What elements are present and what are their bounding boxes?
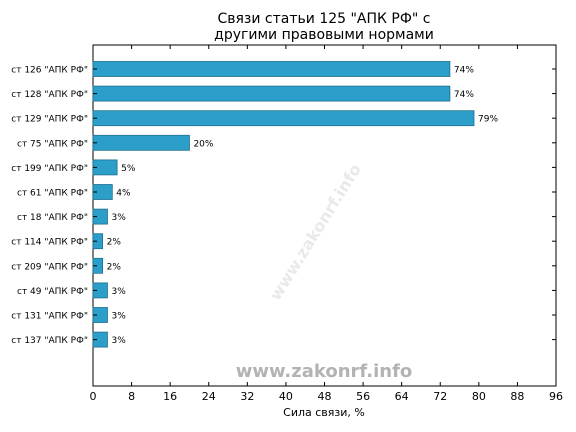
x-tick-label: 56 (356, 390, 370, 403)
x-tick-label: 80 (472, 390, 486, 403)
category-label: ст 75 "АПК РФ" (17, 139, 88, 149)
category-label: ст 131 "АПК РФ" (11, 312, 88, 322)
bar-value-label: 3% (111, 287, 126, 297)
category-label: ст 209 "АПК РФ" (11, 262, 88, 272)
category-label: ст 129 "АПК РФ" (11, 115, 88, 125)
x-tick-label: 96 (549, 390, 563, 403)
bar-value-label: 2% (107, 262, 122, 272)
category-label: ст 18 "АПК РФ" (17, 213, 88, 223)
x-axis-ticks: 0 8 16 24 32 40 48 56 64 72 80 88 96 (90, 45, 563, 403)
bar (92, 134, 190, 151)
bar-value-label: 3% (111, 213, 126, 223)
x-tick-label: 64 (395, 390, 409, 403)
bar-value-label: 74% (454, 90, 474, 100)
chart-title-line1: Связи статьи 125 "АПК РФ" с (217, 11, 430, 27)
bar-value-label: 3% (111, 336, 126, 346)
category-label: ст 128 "АПК РФ" (11, 90, 88, 100)
bar-value-label: 79% (478, 115, 498, 125)
category-label: ст 114 "АПК РФ" (11, 238, 88, 248)
x-tick-label: 72 (433, 390, 447, 403)
category-label: ст 49 "АПК РФ" (17, 287, 88, 297)
bar-value-label: 74% (454, 66, 474, 76)
category-label: ст 137 "АПК РФ" (11, 336, 88, 346)
x-tick-label: 16 (163, 390, 177, 403)
bar-value-label: 2% (107, 238, 122, 248)
category-labels: ст 126 "АПК РФ" ст 128 "АПК РФ" ст 129 "АП… (11, 66, 556, 346)
x-tick-label: 48 (318, 390, 332, 403)
bar (92, 85, 451, 102)
bar-value-label: 20% (193, 139, 213, 149)
category-label: ст 199 "АПК РФ" (11, 164, 88, 174)
x-axis-label: Сила связи, % (283, 406, 365, 419)
x-tick-label: 8 (128, 390, 135, 403)
bar (92, 110, 475, 127)
diagonal-watermark: www.zakonrf.info (266, 160, 365, 303)
category-label: ст 126 "АПК РФ" (11, 66, 88, 76)
bar (92, 61, 451, 77)
chart-title-line2: другими правовыми нормами (214, 27, 434, 43)
bars-group: 74% 74% 79% 20% 5% 4% 3% 2% 2% 3% 3% 3% (92, 61, 498, 348)
x-tick-label: 88 (510, 390, 524, 403)
bar-value-label: 5% (121, 164, 136, 174)
bar-value-label: 4% (116, 189, 131, 199)
watermark: www.zakonrf.info (236, 361, 413, 382)
x-tick-label: 40 (279, 390, 293, 403)
bar-value-label: 3% (111, 312, 126, 322)
x-tick-label: 32 (240, 390, 254, 403)
diagonal-watermark-text: www.zakonrf.info (266, 160, 365, 303)
x-tick-label: 24 (202, 390, 216, 403)
category-label: ст 61 "АПК РФ" (17, 189, 88, 199)
x-tick-label: 0 (90, 390, 97, 403)
